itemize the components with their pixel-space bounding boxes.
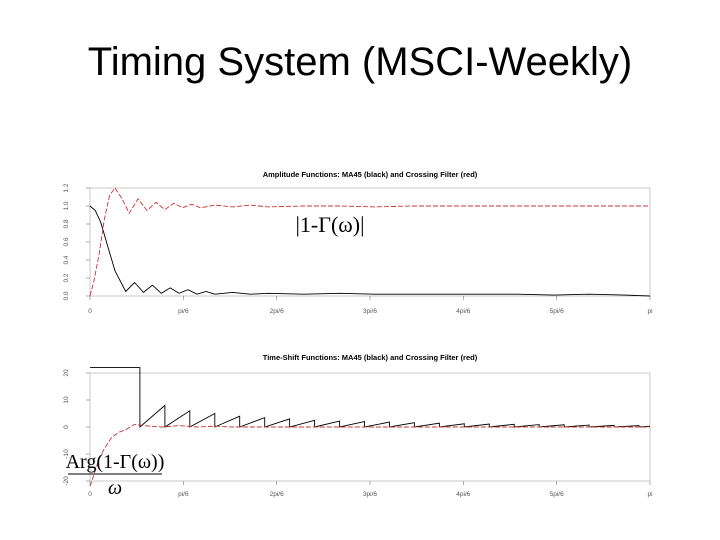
y-tick-label: 0.0 (63, 291, 70, 300)
series-line-black (90, 367, 651, 428)
y-tick-label: 1.2 (63, 183, 70, 192)
y-tick-label: 0.4 (63, 255, 70, 264)
plot-frame (89, 187, 651, 297)
series-line-red (89, 423, 650, 487)
x-tick-label: 0 (88, 308, 92, 315)
y-tick-label: 1.0 (63, 201, 70, 210)
x-tick-label: pi/6 (178, 308, 189, 315)
chart-2: Time-Shift Functions: MA45 (black) and C… (63, 353, 653, 499)
y-tick-label: 0.2 (63, 273, 70, 282)
x-tick-label: 4pi/6 (456, 491, 470, 498)
x-tick-label: 2pi/6 (270, 308, 284, 315)
y-tick-label: 0.6 (63, 237, 70, 246)
formula-annotation: Arg(1-Γ(ω)) (66, 451, 165, 473)
y-tick-label: -20 (63, 476, 70, 486)
x-tick-label: 4pi/6 (456, 308, 470, 315)
x-tick-label: pi (647, 491, 652, 498)
y-tick-label: 0.8 (63, 219, 70, 228)
omega-annotation: ω (108, 477, 122, 499)
y-tick-label: -10 (63, 449, 70, 459)
slide-title: Timing System (MSCI-Weekly) (87, 40, 633, 84)
x-tick-label: pi/6 (178, 491, 189, 498)
x-tick-label: 2pi/6 (270, 491, 284, 498)
chart-1: Amplitude Functions: MA45 (black) and Cr… (63, 170, 653, 315)
x-tick-label: 5pi/6 (550, 308, 564, 315)
series-line-black (89, 205, 651, 297)
x-tick-label: 3pi/6 (363, 308, 377, 315)
x-tick-label: 5pi/6 (550, 491, 564, 498)
formula-annotation: |1-Γ(ω)| (296, 212, 365, 237)
series-line-red (89, 187, 650, 297)
chart-title: Time-Shift Functions: MA45 (black) and C… (263, 353, 478, 362)
y-tick-label: 0 (63, 425, 70, 429)
chart-title: Amplitude Functions: MA45 (black) and Cr… (263, 170, 478, 179)
y-tick-label: 20 (63, 369, 70, 377)
x-tick-label: pi (647, 308, 652, 315)
x-tick-label: 0 (88, 491, 92, 498)
y-tick-label: 10 (63, 396, 70, 404)
x-tick-label: 3pi/6 (363, 491, 377, 498)
